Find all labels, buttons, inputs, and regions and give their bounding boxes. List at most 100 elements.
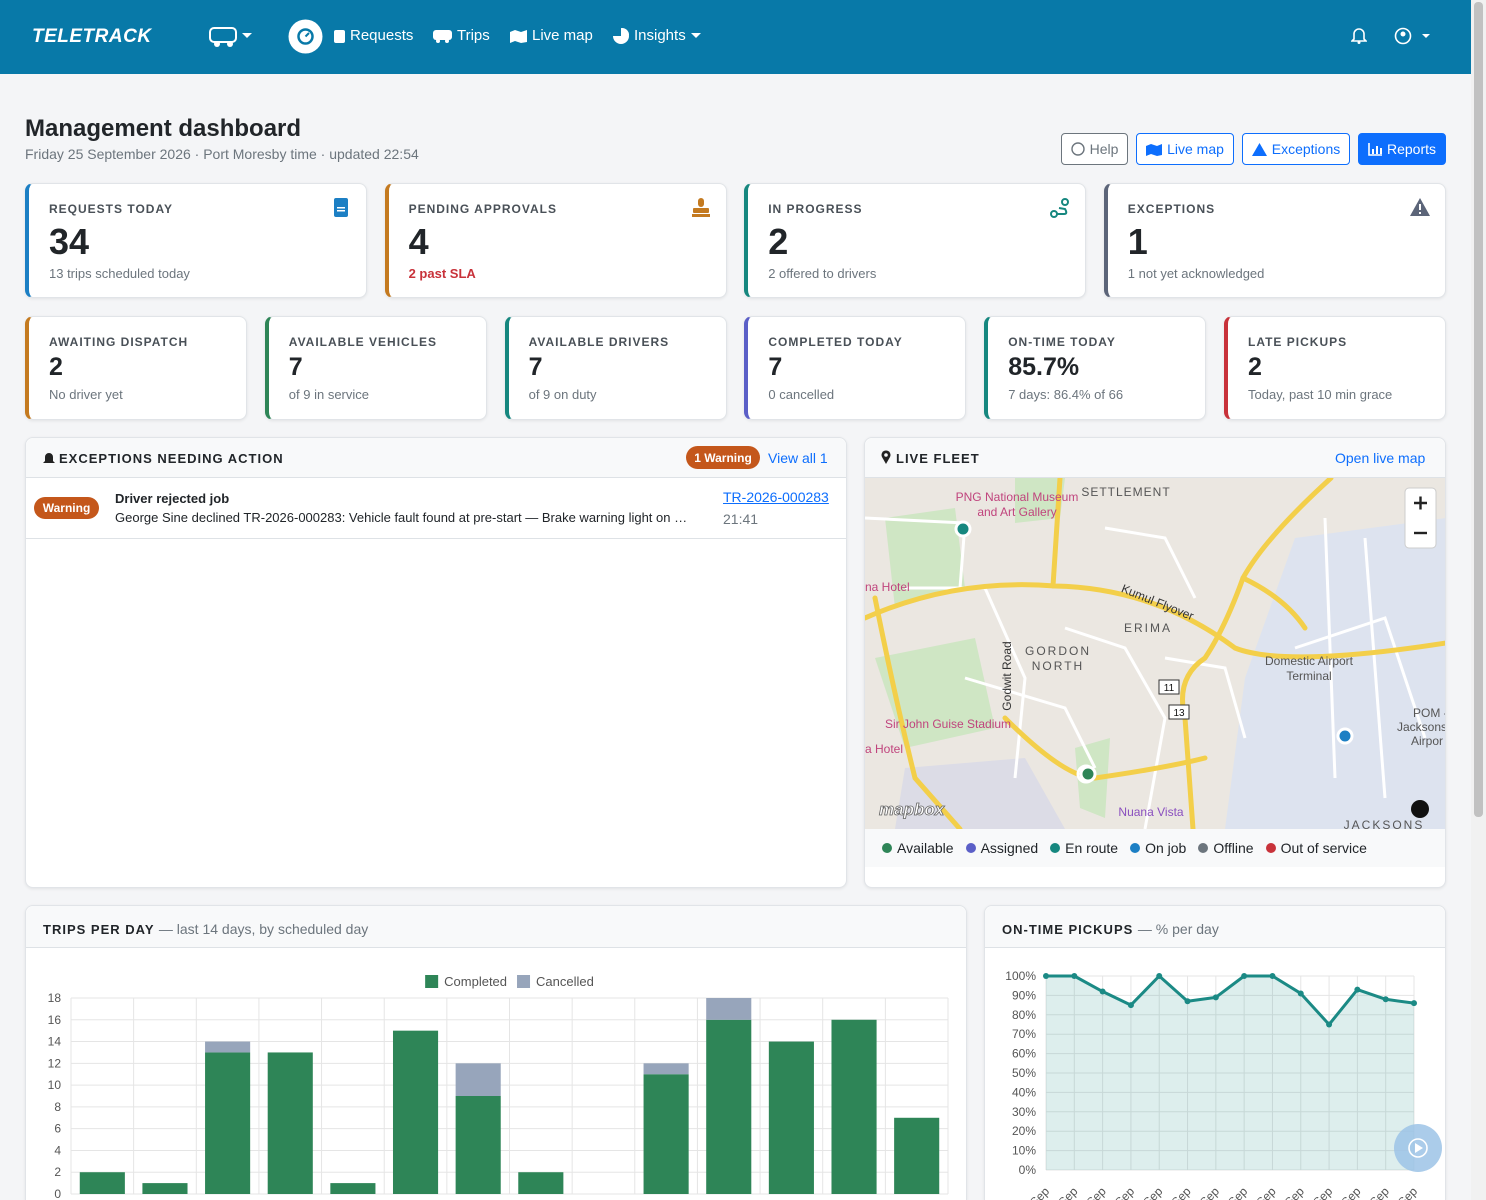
- nav-live-map[interactable]: Live map: [510, 27, 593, 44]
- floating-action-button[interactable]: [1393, 1123, 1443, 1173]
- y-tick-label: 10%: [1012, 1144, 1036, 1158]
- road-shield: [1158, 679, 1180, 695]
- legend-dot: [965, 843, 976, 853]
- map[interactable]: PNG National Museum and Art Gallery SETT…: [865, 478, 1446, 829]
- y-tick-label: 10: [48, 1078, 62, 1092]
- line: [1046, 974, 1415, 1026]
- map-label: PNG National Museum: [956, 490, 1079, 504]
- scrollbar: [1471, 0, 1486, 1200]
- road-shield: [1168, 704, 1190, 720]
- area: [1046, 976, 1414, 1170]
- vehicle-marker[interactable]: [1079, 765, 1097, 783]
- kpi-value: 7: [288, 353, 303, 381]
- page-subtitle: Friday 25 September 2026 · Port Moresby …: [25, 146, 419, 162]
- kpi-label: IN PROGRESS: [768, 202, 863, 216]
- level-badge: Warning: [34, 497, 99, 519]
- zoom-in[interactable]: [1414, 496, 1427, 510]
- legend-label: Assigned: [980, 840, 1039, 856]
- map-label: Airpor: [1411, 734, 1443, 748]
- x-tick-label: Sep: [1112, 1184, 1137, 1200]
- user-menu[interactable]: [1394, 26, 1434, 46]
- nav-link: Live map: [532, 27, 593, 44]
- map-label: a Hotel: [865, 742, 903, 756]
- kpi-label: AVAILABLE DRIVERS: [528, 335, 670, 349]
- exceptions-button[interactable]: Exceptions: [1242, 133, 1350, 165]
- kpi-card: AVAILABLE VEHICLES 7 of 9 in service: [264, 316, 487, 420]
- x-tick-label: Sep: [1395, 1184, 1420, 1200]
- y-tick-label: 8: [54, 1100, 61, 1114]
- kpi-value: 1: [1127, 221, 1148, 262]
- point: [1071, 973, 1078, 979]
- vehicle-marker[interactable]: [1336, 727, 1354, 745]
- panel-header: ON-TIME PICKUPS — % per day: [985, 906, 1445, 948]
- nav-requests[interactable]: Requests: [334, 27, 413, 44]
- panel-header: EXCEPTIONS NEEDING ACTION 1 Warning View…: [26, 438, 846, 478]
- exception-row[interactable]: Warning Driver rejected job George Sine …: [26, 478, 846, 539]
- nav-insights[interactable]: Insights: [613, 27, 701, 44]
- x-tick-label: Sep: [1367, 1184, 1392, 1200]
- y-tick-label: 100%: [1005, 969, 1036, 983]
- legend-item: Available: [882, 840, 954, 856]
- kpi-card: AVAILABLE DRIVERS 7 of 9 on duty: [504, 316, 727, 420]
- notifications[interactable]: [1351, 27, 1367, 44]
- nav-link: Insights: [634, 27, 686, 44]
- bar-segment: [205, 1052, 251, 1194]
- kpi-card: LATE PICKUPS 2 Today, past 10 min grace: [1224, 316, 1446, 420]
- y-tick-label: 70%: [1012, 1027, 1036, 1041]
- bar-segment: [455, 1063, 501, 1096]
- legend-dot: [1265, 843, 1276, 853]
- panel-title: EXCEPTIONS NEEDING ACTION: [59, 451, 284, 466]
- live-map-button[interactable]: Live map: [1136, 133, 1234, 165]
- map-label: JACKSONS: [1344, 818, 1425, 829]
- legend: Completed Cancelled: [425, 974, 594, 989]
- bar-segment: [643, 1074, 689, 1194]
- kpi-value: 2: [768, 221, 789, 262]
- x-tick-label: Sep: [1140, 1184, 1165, 1200]
- y-tick-label: 14: [48, 1035, 62, 1049]
- point: [1212, 994, 1219, 1001]
- y-tick-label: 0%: [1019, 1163, 1037, 1177]
- kpi-label: AVAILABLE VEHICLES: [288, 335, 438, 349]
- info-button[interactable]: [1411, 800, 1429, 818]
- kpi-value: 85.7%: [1008, 353, 1080, 381]
- kpi-value: 2: [49, 353, 63, 381]
- y-tick-label: 60%: [1012, 1047, 1036, 1061]
- nav-trips[interactable]: Trips: [433, 27, 490, 44]
- kpi-value: 7: [528, 353, 543, 381]
- legend-label: Out of service: [1280, 840, 1367, 856]
- legend-dot: [1130, 843, 1141, 853]
- vehicle-marker[interactable]: [954, 520, 972, 538]
- scrollbar-thumb[interactable]: [1474, 2, 1483, 817]
- vehicle-menu[interactable]: [208, 24, 258, 50]
- point: [1326, 1021, 1333, 1028]
- dashboard-button[interactable]: [288, 19, 323, 54]
- point: [1184, 998, 1191, 1005]
- legend-dot: [1050, 843, 1061, 853]
- chart-subtitle: — % per day: [1137, 921, 1219, 937]
- kpi-note: 7 days: 86.4% of 66: [1008, 387, 1124, 402]
- y-tick-label: 30%: [1012, 1105, 1036, 1119]
- map-label: and Art Gallery: [977, 505, 1056, 519]
- point: [1269, 973, 1276, 979]
- open-live-map-link[interactable]: Open live map: [1335, 450, 1426, 466]
- view-all-link[interactable]: View all 1: [768, 450, 828, 466]
- icon: [334, 29, 345, 43]
- map-label: SETTLEMENT: [1081, 485, 1170, 499]
- kpi-label: COMPLETED TODAY: [768, 335, 903, 349]
- legend-label: Offline: [1213, 840, 1254, 856]
- legend-item: Offline: [1198, 840, 1254, 856]
- logo[interactable]: TELETRACK: [32, 26, 152, 47]
- kpi-label: ON-TIME TODAY: [1008, 335, 1116, 349]
- legend-dot: [1198, 843, 1209, 853]
- y-tick-label: 80%: [1012, 1008, 1036, 1022]
- legend-dot: [882, 843, 892, 853]
- page-title: Management dashboard: [25, 115, 302, 142]
- kpi-note: 13 trips scheduled today: [49, 266, 190, 281]
- reports-button[interactable]: Reports: [1358, 133, 1446, 165]
- request-link[interactable]: TR-2026-000283: [723, 489, 829, 505]
- kpi-value: 34: [49, 221, 90, 262]
- panel-title: ON-TIME PICKUPS — % per day: [1002, 921, 1219, 937]
- help-button[interactable]: Help: [1061, 133, 1128, 165]
- y-tick-label: 50%: [1012, 1066, 1036, 1080]
